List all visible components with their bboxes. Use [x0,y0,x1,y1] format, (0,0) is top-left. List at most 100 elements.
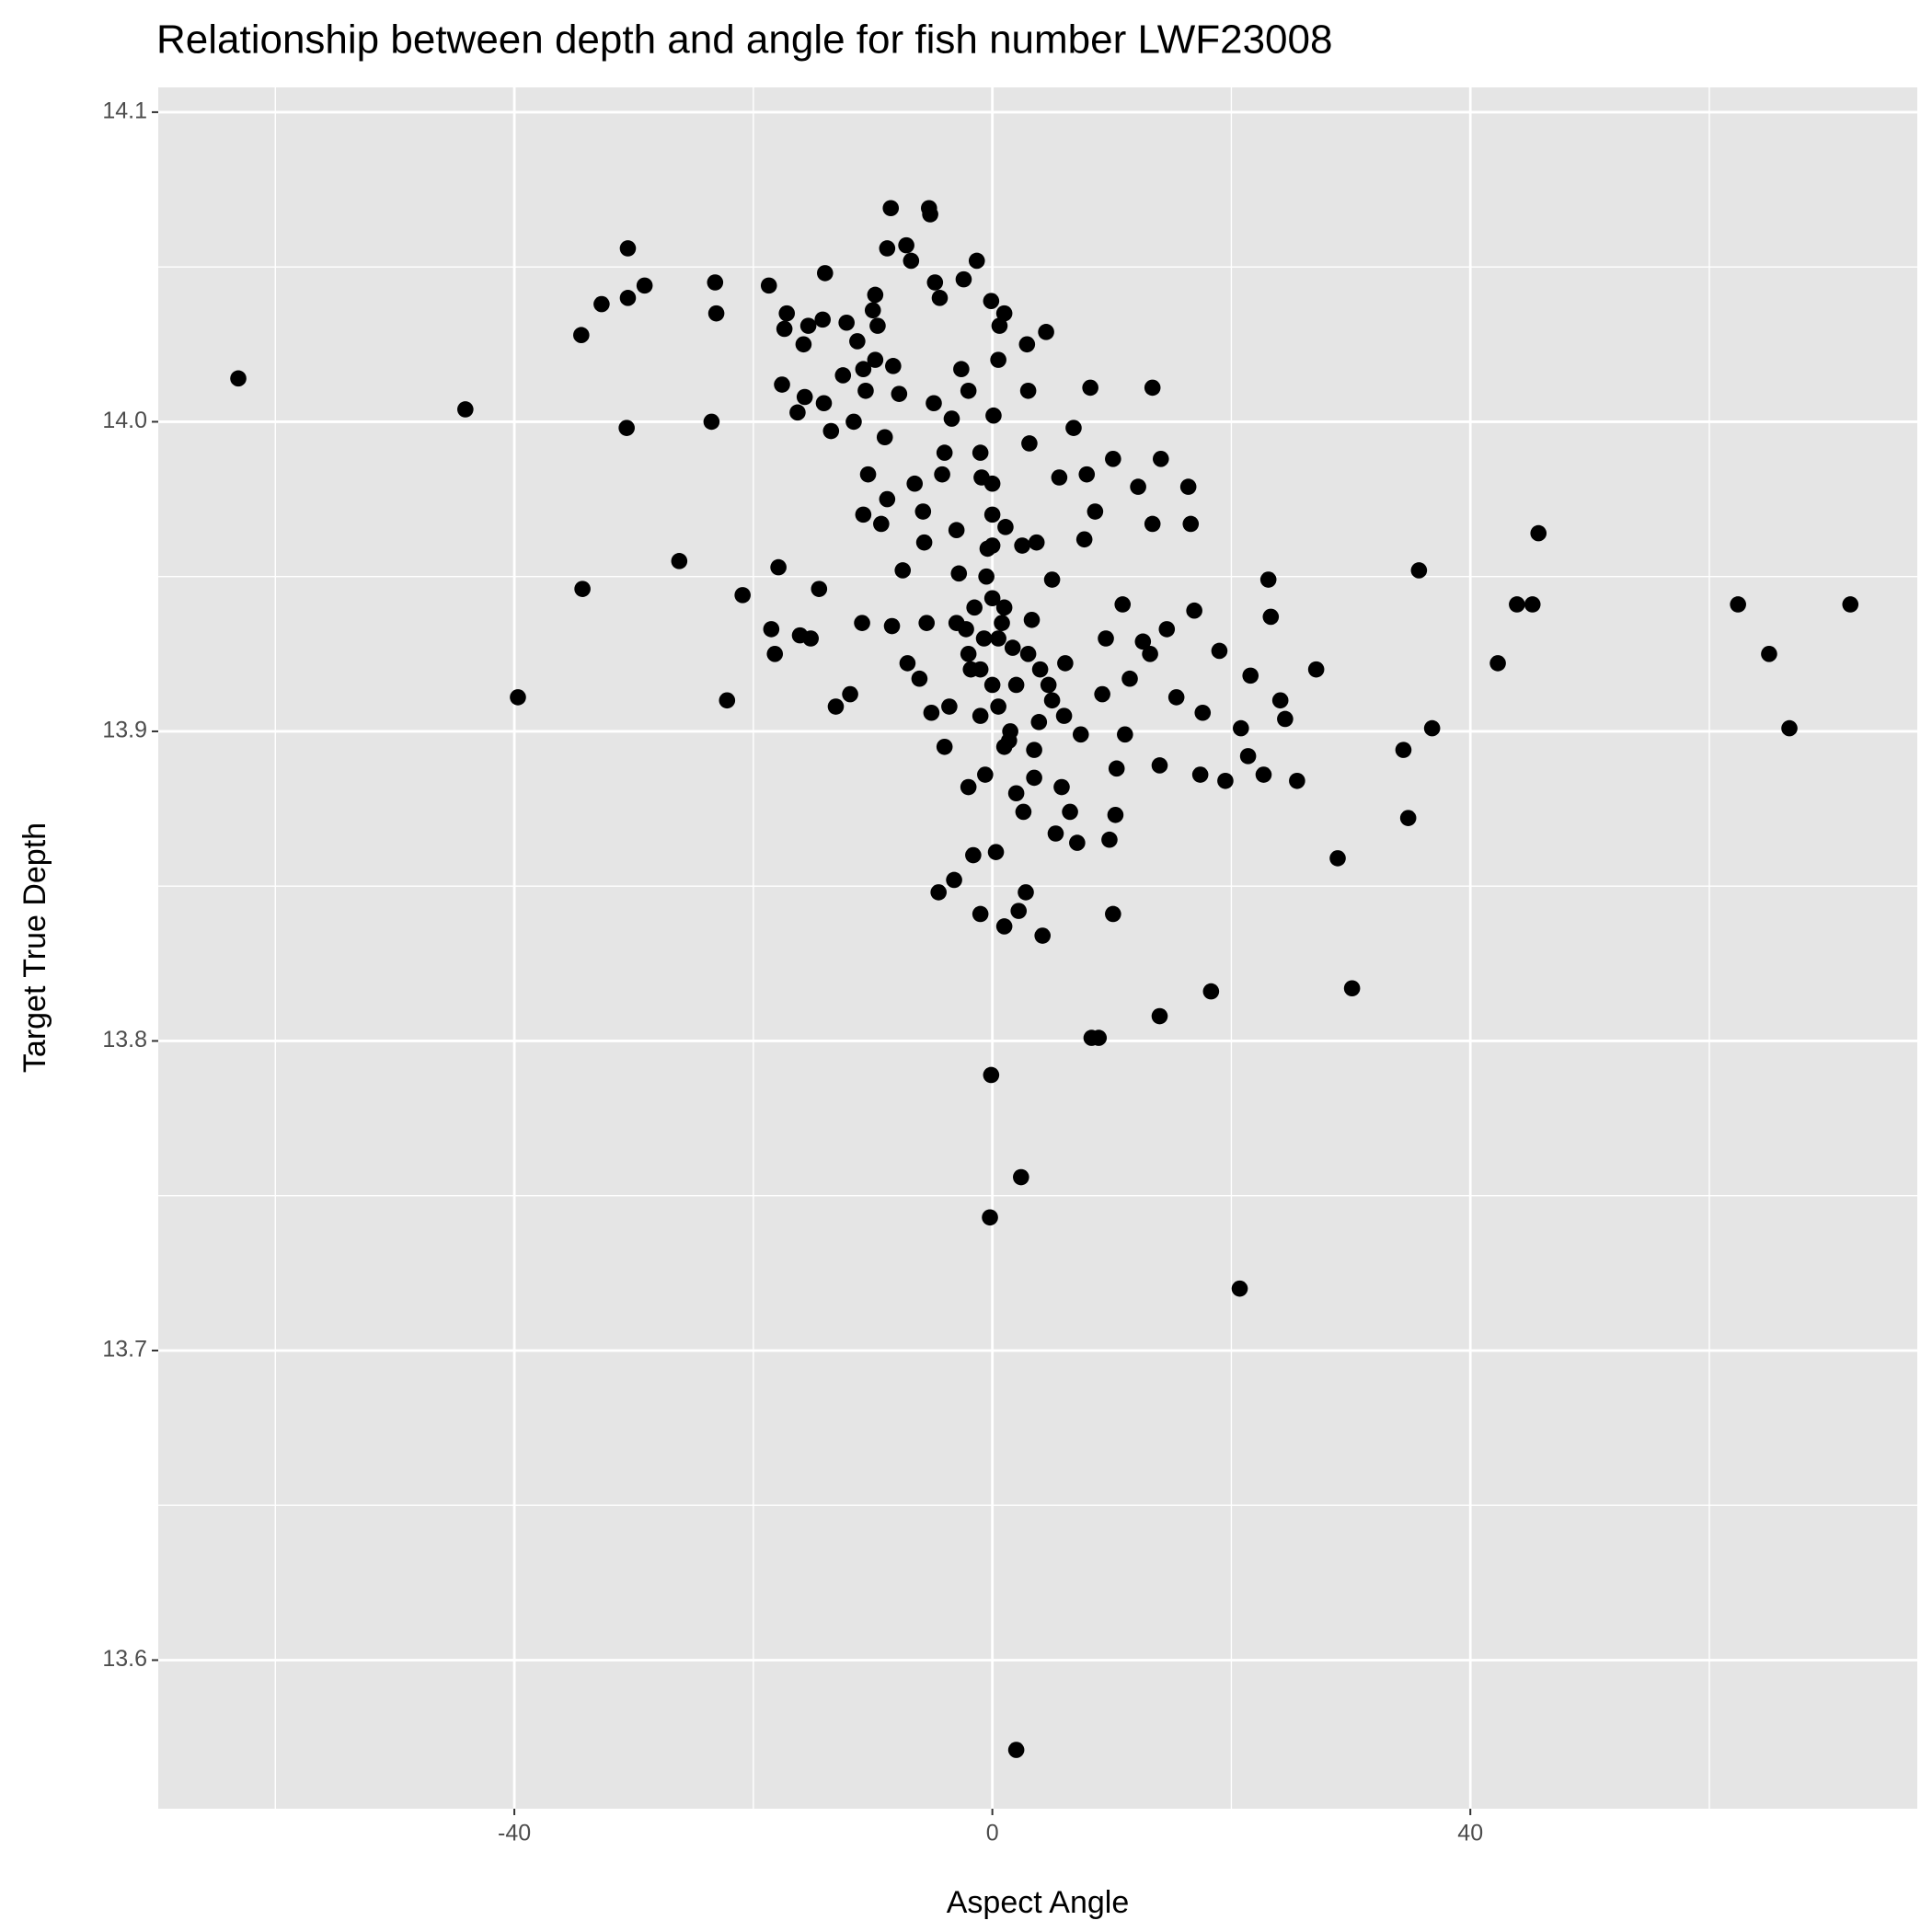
point [1151,757,1168,774]
point [983,506,1001,523]
point [1233,719,1249,737]
point [822,422,840,440]
point [636,277,653,294]
point [1329,850,1346,867]
point [1004,639,1021,656]
point [1055,707,1073,724]
point [707,305,725,322]
point [1018,336,1036,353]
point [1307,661,1325,678]
point [995,599,1013,616]
point [1038,324,1054,340]
point [770,558,787,576]
point [1065,420,1082,436]
point [1105,905,1121,923]
x-tick-label: 0 [986,1821,999,1846]
point [1101,831,1118,848]
point [931,290,949,306]
point [1289,772,1305,789]
point [1015,803,1032,821]
point [983,676,1001,694]
point [573,327,590,344]
point [857,382,874,399]
point [1043,692,1061,709]
point [1121,670,1138,687]
point [766,646,784,662]
point [1191,766,1209,783]
point [619,240,637,257]
point [914,503,932,520]
point [855,506,872,523]
point [776,320,793,338]
point [1031,661,1049,678]
point [864,302,881,319]
point [1117,726,1133,743]
y-tick-label: 13.9 [102,718,147,743]
point [1167,689,1185,706]
point [975,630,993,647]
point [983,537,1001,554]
point [795,336,812,353]
point [1781,719,1798,737]
point [867,351,884,368]
point [990,698,1006,715]
point [898,236,914,254]
point [1144,379,1161,397]
point [1075,531,1093,548]
point [923,704,940,721]
point [1489,655,1506,672]
point [1014,537,1030,554]
point [990,630,1006,647]
point [1730,596,1746,613]
point [873,515,890,533]
point [1040,676,1057,694]
point [1023,611,1041,628]
point [1186,602,1202,619]
point [1047,825,1064,842]
point [1182,515,1200,533]
chart-title: Relationship between depth and angle for… [156,17,1332,63]
point [1069,834,1086,851]
point [1053,778,1070,796]
point [960,778,977,796]
point [816,265,834,282]
point [997,519,1014,535]
point [1026,742,1042,758]
point [972,661,989,678]
point [1395,742,1412,758]
point [1217,772,1234,789]
point [230,370,247,387]
point [1255,766,1272,783]
point [1202,983,1220,1000]
point [1151,1007,1168,1025]
point [1242,667,1259,684]
point [994,615,1010,631]
point [941,698,958,715]
point [1259,571,1277,588]
point [457,401,474,418]
x-axis-title: Aspect Angle [947,1885,1129,1920]
y-tick-label: 13.7 [102,1337,147,1363]
y-tick-label: 14.0 [102,408,147,433]
point [1051,469,1068,486]
point [885,358,902,374]
point [991,317,1008,334]
point [1078,466,1096,483]
point [1423,719,1441,737]
point [1530,524,1547,542]
point [934,466,950,483]
point [950,565,968,582]
point [1010,903,1028,919]
point [978,568,995,585]
point [918,615,936,631]
point [983,1066,1000,1084]
point [983,475,1001,492]
point [855,361,872,378]
point [838,314,855,331]
point [1057,655,1074,672]
point [966,599,983,616]
point [593,295,610,313]
point [1021,435,1038,452]
point [796,388,813,406]
